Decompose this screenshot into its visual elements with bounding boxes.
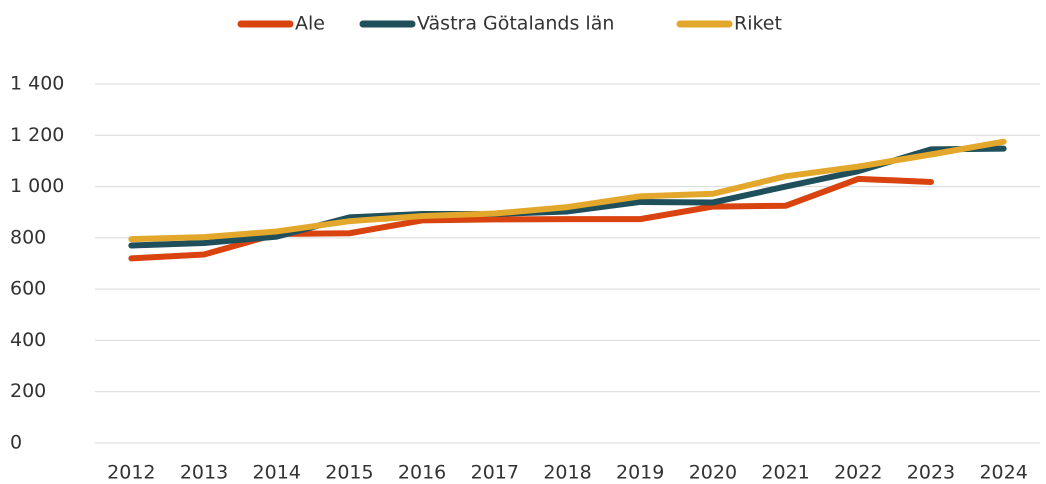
series-line	[128, 175, 934, 262]
x-tick-label: 2023	[907, 462, 955, 484]
x-tick-label: 2022	[834, 462, 882, 484]
y-tick-label: 800	[10, 226, 46, 248]
y-tick-label: 600	[10, 278, 46, 300]
x-tick-label: 2018	[543, 462, 591, 484]
x-tick-label: 2017	[471, 462, 519, 484]
series-line	[128, 145, 1007, 249]
y-tick-label: 1 400	[10, 73, 64, 95]
series-line	[128, 138, 1007, 243]
x-tick-label: 2015	[325, 462, 373, 484]
x-tick-label: 2014	[253, 462, 301, 484]
legend-label: Riket	[734, 13, 782, 35]
legend-label: Västra Götalands län	[417, 13, 614, 35]
x-tick-label: 2012	[107, 462, 155, 484]
y-tick-label: 0	[10, 432, 22, 454]
x-tick-label: 2013	[180, 462, 228, 484]
x-tick-label: 2020	[689, 462, 737, 484]
y-tick-label: 1 200	[10, 124, 64, 146]
legend-label: Ale	[295, 13, 325, 35]
x-tick-label: 2024	[979, 462, 1027, 484]
y-tick-label: 200	[10, 380, 46, 402]
x-tick-label: 2021	[761, 462, 809, 484]
y-tick-label: 400	[10, 329, 46, 351]
y-tick-label: 1 000	[10, 175, 64, 197]
x-tick-label: 2019	[616, 462, 664, 484]
x-tick-label: 2016	[398, 462, 446, 484]
